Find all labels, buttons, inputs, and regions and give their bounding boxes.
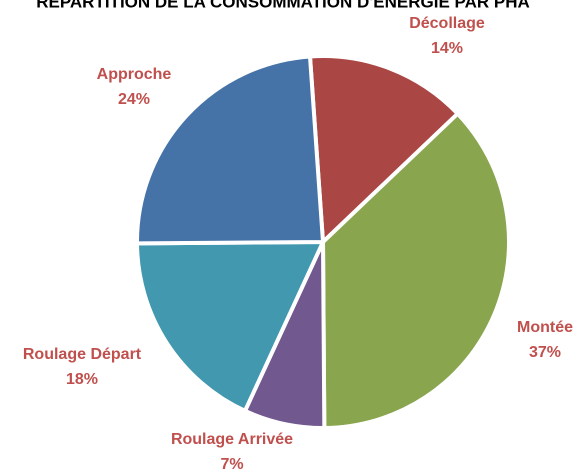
pie-slice [321,111,511,430]
slice-value-label: 14% [431,40,463,57]
pie-slice [135,240,325,413]
slice-value-label: 18% [66,371,98,388]
slice-value-label: 24% [118,91,150,108]
slice-label: Approche [97,66,172,83]
pie-slice [135,54,325,246]
slice-label: Décollage [409,15,485,32]
chart-title: RÉPARTITION DE LA CONSOMMATION D'ÉNERGIE… [36,0,530,11]
slice-label: Roulage Arrivée [171,431,293,448]
slice-label: Roulage Départ [23,346,142,363]
slice-label: Montée [517,319,573,336]
slice-value-label: 37% [529,344,561,361]
slice-value-label: 7% [220,456,243,469]
pie-slice [307,54,460,244]
